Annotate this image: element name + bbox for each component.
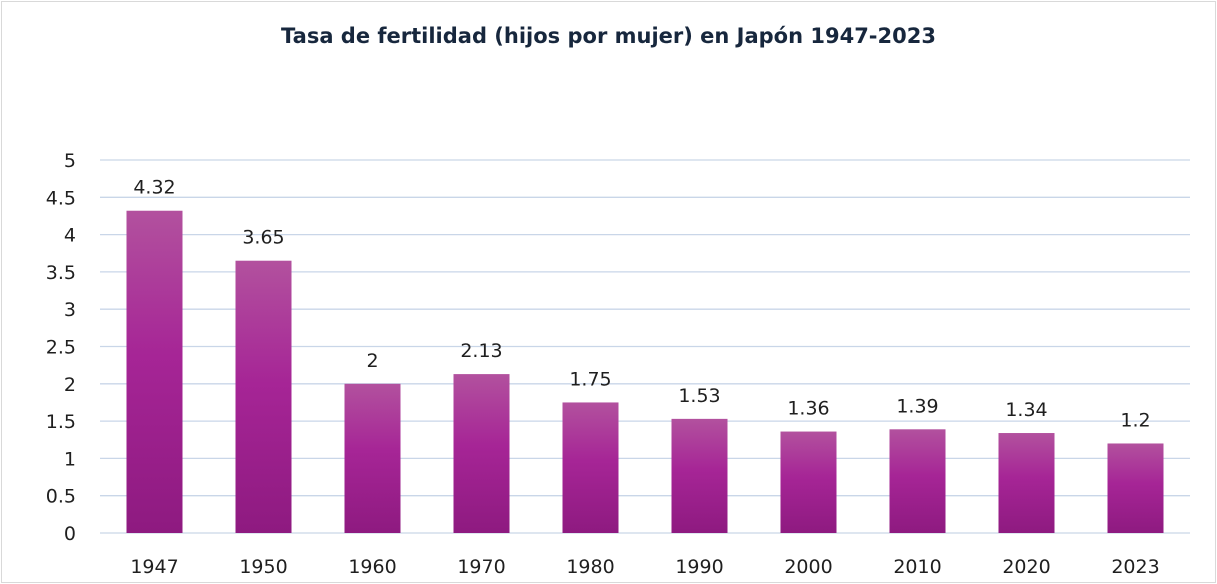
data-label-1990: 1.53 — [678, 385, 720, 407]
y-axis-tick-labels: 0 0.5 1 1.5 2 2.5 3 3.5 4 4.5 5 — [46, 150, 76, 545]
bar-1947 — [126, 210, 183, 533]
bar-1960 — [344, 383, 401, 533]
y-tick-label: 0.5 — [46, 486, 76, 508]
data-label-1960: 2 — [366, 350, 378, 372]
chart-title: Tasa de fertilidad (hijos por mujer) en … — [281, 24, 936, 48]
data-label-2023: 1.2 — [1120, 409, 1150, 431]
x-category-label-2000: 2000 — [784, 556, 832, 578]
data-label-1970: 2.13 — [460, 340, 502, 362]
x-category-label-1990: 1990 — [675, 556, 723, 578]
y-tick-label: 2.5 — [46, 337, 76, 359]
x-category-label-1970: 1970 — [457, 556, 505, 578]
y-tick-label: 3 — [64, 299, 76, 321]
data-label-2010: 1.39 — [896, 395, 938, 417]
data-label-1950: 3.65 — [242, 227, 284, 249]
bars — [126, 210, 1164, 533]
y-tick-label: 5 — [64, 150, 76, 172]
y-tick-label: 1.5 — [46, 411, 76, 433]
data-label-1980: 1.75 — [569, 368, 611, 390]
x-category-label-2010: 2010 — [893, 556, 941, 578]
y-tick-label: 3.5 — [46, 262, 76, 284]
bar-2010 — [889, 429, 946, 533]
bar-2023 — [1107, 443, 1164, 533]
y-tick-label: 4 — [64, 225, 76, 247]
bar-2020 — [998, 433, 1055, 533]
x-category-label-1947: 1947 — [130, 556, 178, 578]
bar-1970 — [453, 374, 510, 533]
x-category-label-2023: 2023 — [1111, 556, 1159, 578]
x-category-label-1980: 1980 — [566, 556, 614, 578]
data-label-1947: 4.32 — [133, 177, 175, 199]
y-tick-label: 0 — [64, 523, 76, 545]
x-axis-category-labels: 1947 1950 1960 1970 1980 1990 2000 2010 2020 2023 — [130, 556, 1159, 578]
x-category-label-1960: 1960 — [348, 556, 396, 578]
bar-1980 — [562, 402, 619, 533]
bar-1990 — [671, 418, 728, 533]
y-tick-label: 2 — [64, 374, 76, 396]
bar-2000 — [780, 431, 837, 533]
x-category-label-2020: 2020 — [1002, 556, 1050, 578]
bar-1950 — [235, 260, 292, 533]
y-tick-label: 4.5 — [46, 187, 76, 209]
data-label-2020: 1.34 — [1005, 399, 1047, 421]
y-tick-label: 1 — [64, 448, 76, 470]
data-label-2000: 1.36 — [787, 398, 829, 420]
x-category-label-1950: 1950 — [239, 556, 287, 578]
data-labels: 4.32 3.65 2 2.13 1.75 1.53 1.36 1.39 1.34 1.2 — [133, 177, 1150, 432]
